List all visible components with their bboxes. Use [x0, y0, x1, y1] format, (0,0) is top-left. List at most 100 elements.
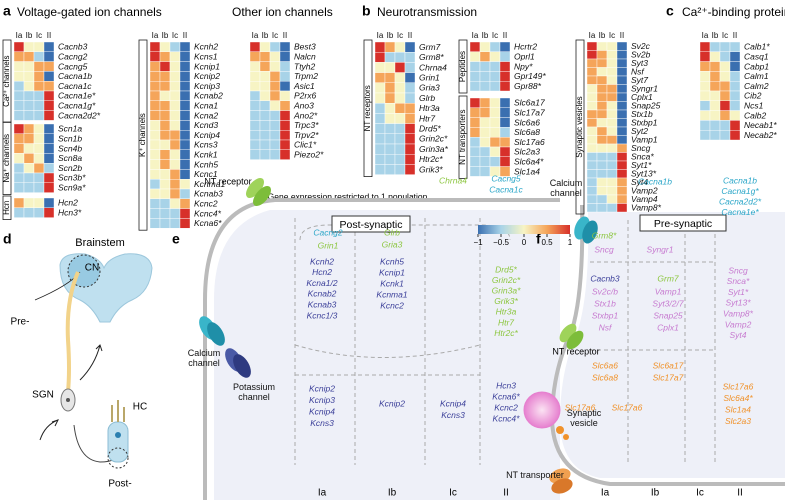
- gene-label: P2rx6: [294, 91, 316, 101]
- heatmap-cell: [169, 218, 181, 229]
- gene-label: Syt13*: [725, 298, 751, 308]
- heatmap-cell: [269, 80, 281, 92]
- heatmap-cell: [384, 113, 396, 124]
- heatmap-cell: [709, 110, 721, 121]
- heatmap-cell: [159, 178, 171, 190]
- heatmap-cell: [33, 51, 45, 62]
- gene-label: Cacnb3: [590, 273, 620, 283]
- heatmap-cell: [179, 41, 191, 53]
- gene-label: Gpr88*: [514, 81, 542, 91]
- gene-label: Cib2: [744, 91, 762, 101]
- heatmap-cell: [479, 97, 491, 109]
- gene-label: Nsf: [631, 67, 645, 77]
- heatmap-cell: [729, 51, 741, 62]
- heatmap-cell: [596, 41, 608, 51]
- heatmap-cell: [616, 177, 628, 187]
- gene-label: Cabp1: [744, 61, 769, 71]
- heatmap-cell: [469, 51, 481, 62]
- heatmap-cell: [159, 80, 171, 92]
- heatmap-cell: [596, 169, 608, 179]
- heatmap-cell: [149, 51, 161, 62]
- heatmap-cell: [374, 123, 386, 134]
- heatmap-cell: [33, 172, 45, 184]
- heatmap-cell: [404, 123, 416, 134]
- gene-label: Syt4: [631, 177, 648, 187]
- heatmap-cell: [719, 61, 731, 72]
- heatmap-cell: [699, 90, 711, 102]
- heatmap-cell: [249, 139, 261, 151]
- heatmap-cell: [699, 110, 711, 121]
- heatmap-cell: [374, 102, 386, 114]
- heatmap-cell: [179, 149, 191, 160]
- heatmap-cell: [404, 102, 416, 114]
- heatmap-cell: [159, 198, 171, 209]
- column-header: Ia: [377, 31, 384, 40]
- gene-label: Slc6a4*: [514, 156, 544, 166]
- heatmap-cell: [616, 109, 628, 119]
- heatmap-cell: [729, 120, 741, 131]
- heatmap-cell: [719, 129, 731, 141]
- gene-label: Oprl1: [514, 51, 535, 61]
- gene-label: Hcn2: [58, 198, 78, 208]
- heatmap-cell: [499, 80, 511, 92]
- heatmap-cell: [709, 71, 721, 82]
- heatmap-cell: [43, 110, 55, 121]
- gene-label: Cacna1e*: [721, 207, 759, 217]
- heatmap-cell: [179, 51, 191, 62]
- heatmap-cell: [23, 143, 35, 154]
- heatmap-cell: [606, 143, 618, 153]
- heatmap-cell: [616, 143, 628, 153]
- heatmap-cell: [33, 71, 45, 82]
- heatmap-cell: [384, 153, 396, 165]
- group-label: Na⁺ channels: [2, 134, 11, 183]
- heatmap-cell: [719, 51, 731, 62]
- heatmap-cell: [616, 41, 628, 51]
- heatmap-cell: [596, 177, 608, 187]
- gene-label: Vamp4: [631, 194, 658, 204]
- heatmap-cell: [169, 169, 181, 180]
- gene-label: Kcnip4: [309, 406, 335, 416]
- heatmap-cell: [43, 133, 55, 144]
- heatmap-cell: [469, 146, 481, 158]
- heatmap-cell: [616, 67, 628, 77]
- heatmap-cell: [43, 90, 55, 102]
- heatmap-cell: [249, 129, 261, 141]
- heatmap-cell: [699, 80, 711, 92]
- heatmap-cell: [159, 169, 171, 180]
- gene-label: Slc2a3: [725, 416, 751, 426]
- heatmap-cell: [259, 61, 271, 72]
- heatmap-cell: [33, 110, 45, 121]
- heatmap-cell: [43, 197, 55, 209]
- heatmap-cell: [586, 118, 598, 128]
- heatmap-cell: [23, 153, 35, 164]
- heatmap-cell: [596, 84, 608, 94]
- label: Calcium channel: [187, 348, 221, 368]
- heatmap-cell: [479, 117, 491, 128]
- gene-label: Cacna1e*: [58, 91, 96, 101]
- gene-label: Grm8*: [419, 52, 444, 62]
- gene-label: Clic1*: [294, 140, 317, 150]
- heatmap-cell: [374, 82, 386, 94]
- heatmap-cell: [43, 100, 55, 111]
- heatmap-cell: [489, 156, 501, 167]
- heatmap-cell: [159, 129, 171, 141]
- heatmap-cell: [159, 208, 171, 219]
- heatmap-cell: [179, 120, 191, 131]
- gene-label: Necab1*: [744, 120, 777, 130]
- region-label: HC: [133, 402, 147, 413]
- gene-label: Kcns3: [441, 410, 465, 420]
- heatmap-cell: [404, 143, 416, 155]
- gene-label: Cacng2: [58, 51, 88, 61]
- region-label: SGN: [32, 390, 54, 401]
- gene-label: Grm8*: [592, 230, 617, 240]
- heatmap-cell: [249, 80, 261, 92]
- heatmap-cell: [616, 160, 628, 170]
- heatmap-cell: [23, 162, 35, 174]
- heatmap-cell: [23, 61, 35, 72]
- heatmap-cell: [279, 71, 291, 82]
- footnote: * Gene expression restricted to 1 popula…: [262, 191, 428, 201]
- gene-label: Kcnc1: [194, 169, 218, 179]
- heatmap-cell: [179, 159, 191, 170]
- heatmap-cell: [279, 100, 291, 111]
- heatmap-cell: [179, 129, 191, 141]
